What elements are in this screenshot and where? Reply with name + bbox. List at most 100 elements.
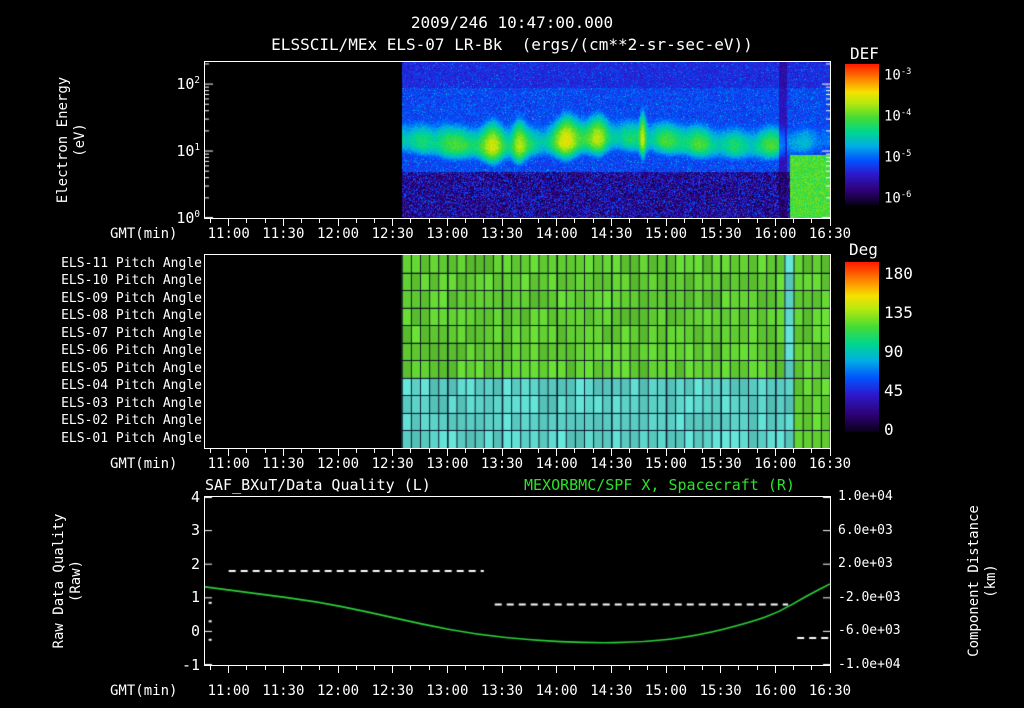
spectrogram-panel <box>204 61 831 219</box>
x-tick-label: 11:00 <box>207 456 250 472</box>
left-y-tick: -1 <box>181 656 200 674</box>
minor-tick-mark <box>428 449 430 453</box>
x-tick-strip <box>205 666 831 674</box>
deg-colorbar-tick: 0 <box>884 420 894 439</box>
tick-mark <box>720 666 722 673</box>
x-tick-label: 14:00 <box>535 456 578 472</box>
minor-tick-mark <box>373 449 375 453</box>
right-y-tick: -2.0e+03 <box>838 590 901 605</box>
tick-mark <box>829 219 831 226</box>
minor-tick-mark <box>683 666 685 670</box>
x-axis-tick-labels: 11:00 11:30 12:00 12:30 13:00 13:30 14:00 14:30… <box>205 683 851 699</box>
tick-mark <box>665 219 667 226</box>
minor-tick-mark <box>264 449 266 453</box>
pitch-row-label: ELS-09 Pitch Angle <box>61 291 202 306</box>
x-tick-strip <box>205 449 831 457</box>
tick-mark <box>665 666 667 673</box>
minor-tick-mark <box>738 666 740 670</box>
def-colorbar-tick: 10-4 <box>884 108 912 125</box>
spectrogram-y-axis-label: Electron Energy (eV) <box>55 76 88 204</box>
x-tick-label: 15:00 <box>644 683 688 699</box>
x-tick-label: 14:30 <box>590 683 633 699</box>
x-axis-tick-labels: 11:00 11:30 12:00 12:30 13:00 13:30 14:00 14:30… <box>205 226 851 242</box>
tick-mark <box>556 666 558 673</box>
tick-mark <box>392 219 394 226</box>
gmt-axis-label: GMT(min) <box>110 683 178 699</box>
x-tick-label: 15:00 <box>644 456 688 472</box>
left-y-tick: 2 <box>190 555 200 573</box>
minor-tick-mark <box>373 219 375 223</box>
tick-mark <box>665 449 667 456</box>
minor-tick-mark <box>629 449 631 453</box>
tick-mark <box>282 219 284 226</box>
quality-distance-panel <box>204 496 831 666</box>
minor-tick-mark <box>519 219 521 223</box>
minor-tick-mark <box>811 666 813 670</box>
x-tick-label: 14:00 <box>535 683 578 699</box>
minor-tick-mark <box>592 219 594 223</box>
tick-mark <box>501 219 503 226</box>
deg-colorbar <box>845 262 879 432</box>
deg-colorbar-tick: 45 <box>884 381 904 400</box>
x-tick-label: 13:30 <box>480 456 524 472</box>
minor-tick-mark <box>629 219 631 223</box>
tick-mark <box>610 449 612 456</box>
x-tick-label: 15:30 <box>699 456 742 472</box>
tick-mark <box>774 219 776 226</box>
pitch-row-label: ELS-05 Pitch Angle <box>61 361 202 376</box>
x-tick-label: 16:00 <box>754 683 797 699</box>
distance-y-axis-label: Component Distance (km) <box>966 505 999 657</box>
minor-tick-mark <box>209 449 211 453</box>
x-tick-label: 15:30 <box>699 683 742 699</box>
minor-tick-mark <box>701 666 703 670</box>
tick-mark <box>392 666 394 673</box>
minor-tick-mark <box>519 449 521 453</box>
x-tick-strip <box>205 219 831 227</box>
minor-tick-mark <box>264 219 266 223</box>
quality-y-axis-label: Raw Data Quality (Raw) <box>51 513 84 649</box>
minor-tick-mark <box>209 666 211 670</box>
minor-tick-mark <box>701 219 703 223</box>
spectrogram-y-tick: 102 <box>176 75 200 93</box>
minor-tick-mark <box>410 219 412 223</box>
x-tick-label: 16:00 <box>754 456 797 472</box>
minor-tick-mark <box>410 666 412 670</box>
left-y-tick: 1 <box>190 588 200 606</box>
tick-mark <box>774 449 776 456</box>
bottom-left-title: SAF_BXuT/Data Quality (L) <box>205 476 431 494</box>
minor-tick-mark <box>537 219 539 223</box>
minor-tick-mark <box>701 449 703 453</box>
x-tick-label: 13:00 <box>426 683 469 699</box>
x-tick-label: 13:00 <box>426 226 469 242</box>
x-tick-label: 11:30 <box>262 226 305 242</box>
minor-tick-mark <box>756 219 758 223</box>
minor-tick-mark <box>246 219 248 223</box>
minor-tick-mark <box>483 219 485 223</box>
x-tick-label: 16:00 <box>754 226 797 242</box>
spectrogram-title: ELSSCIL/MEx ELS-07 LR-Bk (ergs/(cm**2-sr… <box>271 35 753 54</box>
minor-tick-mark <box>246 666 248 670</box>
x-tick-label: 11:30 <box>262 456 305 472</box>
minor-tick-mark <box>592 666 594 670</box>
x-tick-label: 16:30 <box>808 456 852 472</box>
x-tick-label: 15:30 <box>699 226 742 242</box>
tick-mark <box>228 219 230 226</box>
tick-mark <box>228 666 230 673</box>
minor-tick-mark <box>465 449 467 453</box>
minor-tick-mark <box>793 666 795 670</box>
x-tick-label: 11:30 <box>262 683 305 699</box>
pitch-row-label: ELS-08 Pitch Angle <box>61 308 202 323</box>
tick-mark <box>774 666 776 673</box>
minor-tick-mark <box>483 666 485 670</box>
pitch-row-label: ELS-03 Pitch Angle <box>61 396 202 411</box>
minor-tick-mark <box>301 666 303 670</box>
x-tick-label: 11:00 <box>207 683 250 699</box>
tick-mark <box>829 449 831 456</box>
pitch-row-label: ELS-11 Pitch Angle <box>61 256 202 271</box>
tick-mark <box>556 449 558 456</box>
minor-tick-mark <box>355 219 357 223</box>
deg-colorbar-tick: 90 <box>884 342 904 361</box>
bottom-right-title: MEXORBMC/SPF X, Spacecraft (R) <box>524 476 795 494</box>
left-y-tick: 3 <box>190 521 200 539</box>
